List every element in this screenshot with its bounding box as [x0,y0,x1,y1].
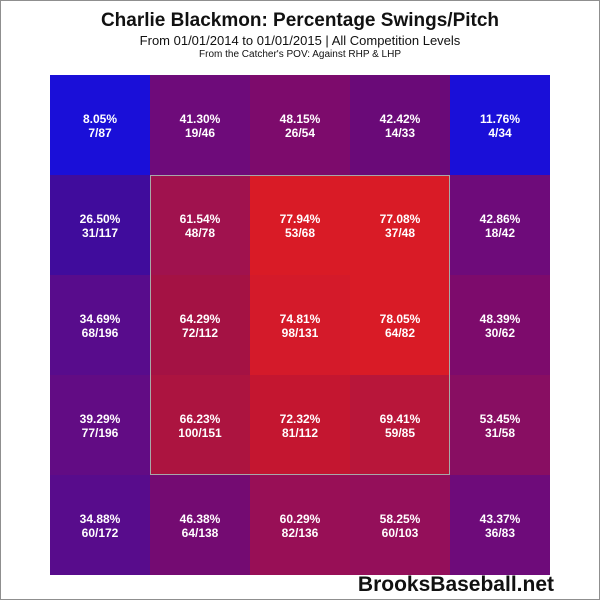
cell-percentage: 11.76% [479,112,521,126]
cell-percentage: 41.30% [179,112,221,126]
cell-percentage: 64.29% [179,312,221,326]
cell-percentage: 39.29% [79,412,121,426]
heatmap-cell: 60.29% 82/136 [250,475,350,575]
cell-fraction: 37/48 [384,226,416,240]
cell-fraction: 68/196 [81,326,119,340]
cell-percentage: 26.50% [79,212,121,226]
heatmap-cell: 11.76% 4/34 [450,75,550,175]
cell-fraction: 60/172 [81,526,119,540]
cell-fraction: 60/103 [381,526,419,540]
heatmap-cell: 39.29% 77/196 [50,375,150,475]
heatmap-cell: 77.94% 53/68 [250,175,350,275]
cell-percentage: 53.45% [479,412,521,426]
cell-percentage: 42.42% [379,112,421,126]
cell-fraction: 30/62 [484,326,516,340]
cell-percentage: 43.37% [479,512,521,526]
cell-percentage: 60.29% [279,512,321,526]
cell-fraction: 77/196 [81,426,119,440]
cell-fraction: 14/33 [384,126,416,140]
heatmap-cell: 26.50% 31/117 [50,175,150,275]
cell-percentage: 78.05% [379,312,421,326]
cell-fraction: 26/54 [284,126,316,140]
cell-percentage: 34.69% [79,312,121,326]
cell-fraction: 64/82 [384,326,416,340]
cell-fraction: 98/131 [281,326,319,340]
heatmap-cell: 41.30% 19/46 [150,75,250,175]
chart-subtitle-pov: From the Catcher's POV: Against RHP & LH… [199,49,401,60]
cell-fraction: 31/58 [484,426,516,440]
heatmap-cell: 69.41% 59/85 [350,375,450,475]
heatmap-cell: 64.29% 72/112 [150,275,250,375]
cell-fraction: 59/85 [384,426,416,440]
cell-fraction: 7/87 [88,126,112,140]
heatmap-cell: 42.86% 18/42 [450,175,550,275]
cell-percentage: 42.86% [479,212,521,226]
cell-percentage: 34.88% [79,512,121,526]
cell-percentage: 48.39% [479,312,521,326]
heatmap-cell: 66.23% 100/151 [150,375,250,475]
cell-percentage: 8.05% [82,112,118,126]
cell-percentage: 61.54% [179,212,221,226]
cell-percentage: 69.41% [379,412,421,426]
cell-percentage: 74.81% [279,312,321,326]
cell-fraction: 82/136 [281,526,319,540]
cell-fraction: 18/42 [484,226,516,240]
cell-fraction: 48/78 [184,226,216,240]
heatmap-cell: 77.08% 37/48 [350,175,450,275]
heatmap-cell: 78.05% 64/82 [350,275,450,375]
cell-percentage: 46.38% [179,512,221,526]
cell-percentage: 72.32% [279,412,321,426]
cell-fraction: 36/83 [484,526,516,540]
heatmap-cell: 48.15% 26/54 [250,75,350,175]
cell-percentage: 48.15% [279,112,321,126]
chart-subtitle: From 01/01/2014 to 01/01/2015 | All Comp… [139,33,461,48]
cell-fraction: 100/151 [178,426,222,440]
cell-fraction: 19/46 [184,126,216,140]
heatmap-cell: 48.39% 30/62 [450,275,550,375]
heatmap-cell: 34.69% 68/196 [50,275,150,375]
heatmap-cell: 46.38% 64/138 [150,475,250,575]
heatmap-cell: 8.05% 7/87 [50,75,150,175]
cell-percentage: 58.25% [379,512,421,526]
heatmap-cell: 61.54% 48/78 [150,175,250,275]
cell-percentage: 66.23% [179,412,221,426]
heatmap-cell: 34.88% 60/172 [50,475,150,575]
cell-percentage: 77.94% [279,212,321,226]
heatmap-cell: 53.45% 31/58 [450,375,550,475]
swing-heatmap: 8.05% 7/87 41.30% 19/46 48.15% 26/54 42.42% 14/… [50,75,550,575]
heatmap-cell: 58.25% 60/103 [350,475,450,575]
cell-fraction: 64/138 [181,526,219,540]
cell-fraction: 81/112 [281,426,319,440]
cell-fraction: 4/34 [488,126,512,140]
cell-fraction: 72/112 [181,326,219,340]
chart-title: Charlie Blackmon: Percentage Swings/Pitc… [100,10,500,31]
cell-percentage: 77.08% [379,212,421,226]
cell-fraction: 53/68 [284,226,316,240]
heatmap-cell: 42.42% 14/33 [350,75,450,175]
brand-watermark: BrooksBaseball.net [357,573,554,596]
heatmap-cell: 43.37% 36/83 [450,475,550,575]
heatmap-cell: 72.32% 81/112 [250,375,350,475]
heatmap-cell: 74.81% 98/131 [250,275,350,375]
cell-fraction: 31/117 [81,226,119,240]
